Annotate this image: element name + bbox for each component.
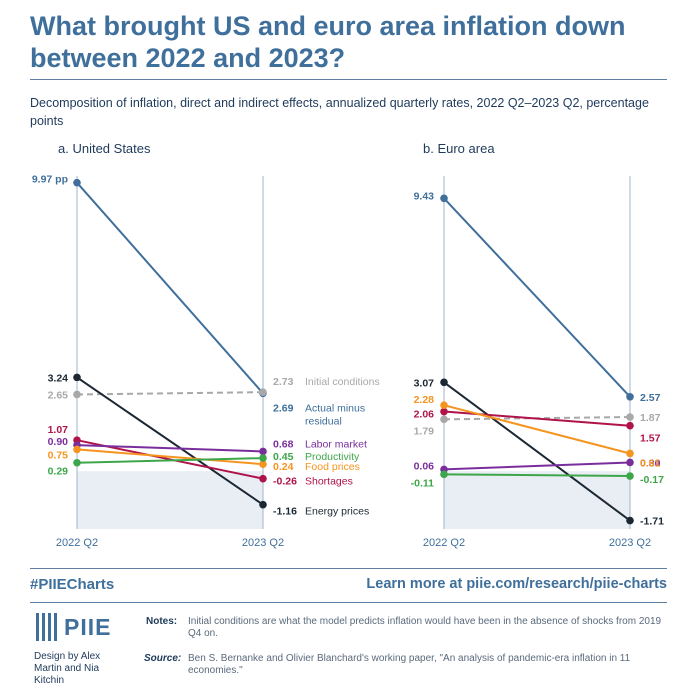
series-name-label: Shortages [305,476,353,488]
end-value-label: 2.57 [640,392,661,404]
series-line [76,376,264,506]
start-value-label: 1.79 [414,425,435,437]
series-line [443,473,631,478]
series-line [443,410,631,427]
data-point-end [259,447,267,456]
end-value-label: -0.17 [640,474,664,486]
start-value-label: 0.90 [48,436,69,448]
data-point-end [626,472,634,480]
series-name-line: residual [305,415,342,427]
series-line [76,444,264,453]
data-point-start [440,415,448,424]
data-point-end [259,460,267,468]
data-point-start [440,401,448,409]
below-zero-shading [444,471,630,529]
below-zero-shading [77,471,263,529]
data-point-end [626,458,634,467]
data-point-start [73,373,81,382]
series-name-label: Actual minus residual [305,402,365,427]
end-value-label: 0.24 [273,461,294,473]
end-value-label: 1.87 [640,412,661,424]
x-tick-label: 2022 Q2 [56,537,98,549]
learn-more-link[interactable]: Learn more at piie.com/research/piie-cha… [366,576,667,592]
end-value-label: 0.45 [273,451,294,463]
start-value-label: 9.97 pp [32,174,68,186]
data-point-start [440,407,448,416]
end-value-label: -0.26 [273,476,297,488]
x-tick-label: 2023 Q2 [242,537,284,549]
notes-text: Initial conditions are what the model pr… [188,616,662,639]
data-point-end [626,392,634,401]
series-line [443,381,631,522]
data-point-end [626,449,634,458]
series-name-label: Initial conditions [305,376,380,388]
data-point-start [440,194,448,203]
start-value-label: 1.07 [48,424,69,436]
end-value-label: 2.73 [273,376,294,388]
series-name-label: Productivity [305,451,360,463]
data-point-end [626,421,634,430]
data-point-start [73,458,81,467]
data-point-start [440,470,448,479]
title-divider [30,79,667,80]
logo-columns-icon [36,613,58,641]
start-value-label: 2.28 [414,394,435,406]
series-line [76,448,264,466]
series-name-label: Food prices [305,461,360,473]
piie-logo: PIIE [36,613,111,641]
source-label: Source: [144,653,182,664]
design-credit: Design by Alex Martin and Nia Kitchin [34,651,101,686]
footer-divider [30,568,667,569]
data-point-start [73,445,81,454]
end-value-label: -1.71 [640,516,664,528]
start-value-label: 0.06 [414,460,435,472]
series-line [76,457,264,464]
series-line [443,197,631,398]
source-text: Ben S. Bernanke and Olivier Blanchard's … [188,653,631,676]
start-value-label: 3.07 [414,377,435,389]
series-line [443,404,631,455]
end-value-label: 1.57 [640,433,661,445]
series-line [76,181,264,394]
data-point-start [440,378,448,387]
data-point-end [626,516,634,525]
start-value-label: 9.43 [414,190,435,202]
hashtag: #PIIECharts [30,576,115,593]
data-point-end [626,413,634,421]
data-point-end [259,388,267,396]
end-value-label: 0.30 [640,457,661,469]
logo-text: PIIE [64,613,112,640]
end-value-label: -1.16 [273,506,297,518]
start-value-label: -0.11 [411,477,435,489]
x-tick-label: 2022 Q2 [423,537,465,549]
panel-title: b. Euro area [423,141,495,156]
end-value-label: 2.69 [273,402,294,414]
series-name-label: Labor market [305,438,367,450]
chart-subtitle: Decomposition of inflation, direct and i… [30,96,649,128]
data-point-end [259,454,267,462]
start-value-label: 0.75 [48,449,69,461]
start-value-label: 2.65 [48,389,69,401]
start-value-label: 3.24 [48,372,69,384]
data-point-end [259,500,267,509]
series-line [443,461,631,471]
end-value-label: 0.68 [273,438,294,450]
series-name-label: Energy prices [305,506,369,518]
end-value-label: 0.61 [640,457,661,469]
data-point-start [73,178,81,187]
series-name-line: Actual minus [305,402,365,414]
x-tick-label: 2023 Q2 [609,537,651,549]
data-point-start [73,390,81,399]
chart-area: a. United States 2022 Q2 2023 Q2 9.97 pp 2.6… [32,141,664,549]
data-point-end [259,474,267,483]
page-title: What brought US and euro area inflation … [30,11,626,73]
series-line [76,391,264,396]
start-value-label: 0.29 [48,466,69,478]
footer-divider-2 [30,602,667,603]
notes-label: Notes: [146,616,178,627]
start-value-label: 2.06 [414,409,435,421]
panel-title: a. United States [58,141,151,156]
